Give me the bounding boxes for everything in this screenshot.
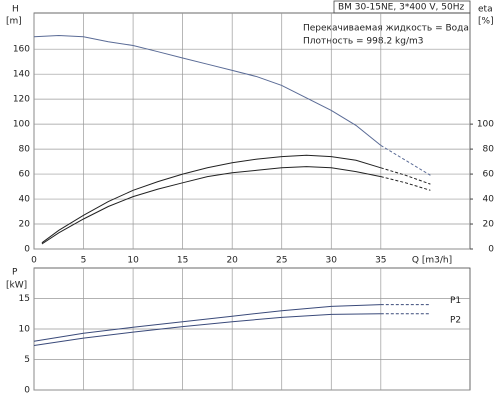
y2-tick-label: 60 [483, 170, 495, 180]
x-tick-label: 0 [31, 256, 37, 266]
curve [41, 154, 381, 244]
y-tick-label: 40 [19, 195, 31, 205]
y2-tick-label: 0 [488, 245, 494, 255]
curve [33, 34, 382, 146]
y-label: H [12, 5, 19, 15]
y-tick-label: 0 [24, 245, 30, 255]
curve [33, 313, 381, 346]
y-tick-label: 15 [19, 294, 30, 304]
y2-tick-label: 80 [483, 145, 495, 155]
y-unit: [kW] [6, 281, 27, 291]
y2-tick-label: 100 [477, 120, 494, 130]
y2-unit: [%] [478, 17, 494, 27]
x-tick-label: 20 [226, 256, 238, 266]
curve-extension [380, 167, 431, 185]
y-tick-label: 100 [13, 120, 30, 130]
x-tick-label: 25 [276, 256, 287, 266]
x-label: Q [m3/h] [412, 256, 452, 266]
annotation: Плотность = 998.2 kg/m3 [303, 37, 424, 47]
y-tick-label: 160 [13, 45, 30, 55]
y-unit: [m] [6, 17, 22, 27]
x-tick-label: 5 [81, 256, 87, 266]
x-tick-label: 30 [326, 256, 338, 266]
legend-label: P1 [450, 296, 461, 306]
y-tick-label: 60 [19, 170, 31, 180]
y-tick-label: 80 [19, 145, 31, 155]
curve-extension [380, 176, 431, 191]
y2-label: eta [478, 5, 493, 15]
y-tick-label: 120 [13, 95, 30, 105]
chart-title: BM 30-15NE, 3*400 V, 50Hz [338, 3, 464, 13]
y-tick-label: 0 [24, 386, 30, 396]
y2-tick-label: 20 [483, 220, 495, 230]
y-tick-label: 5 [24, 355, 30, 365]
curve [41, 166, 381, 245]
y-label: P [12, 268, 18, 278]
x-tick-label: 35 [375, 256, 386, 266]
y-tick-label: 140 [13, 70, 30, 80]
curve [33, 304, 381, 342]
y-tick-label: 10 [19, 325, 31, 335]
legend-label: P2 [450, 315, 461, 325]
y2-tick-label: 40 [483, 195, 495, 205]
x-tick-label: 15 [177, 256, 188, 266]
x-tick-label: 10 [127, 256, 139, 266]
annotation: Перекачиваемая жидкость = Вода [303, 24, 469, 34]
y-tick-label: 20 [19, 220, 31, 230]
